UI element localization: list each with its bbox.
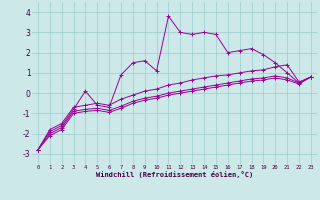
X-axis label: Windchill (Refroidissement éolien,°C): Windchill (Refroidissement éolien,°C)	[96, 171, 253, 178]
